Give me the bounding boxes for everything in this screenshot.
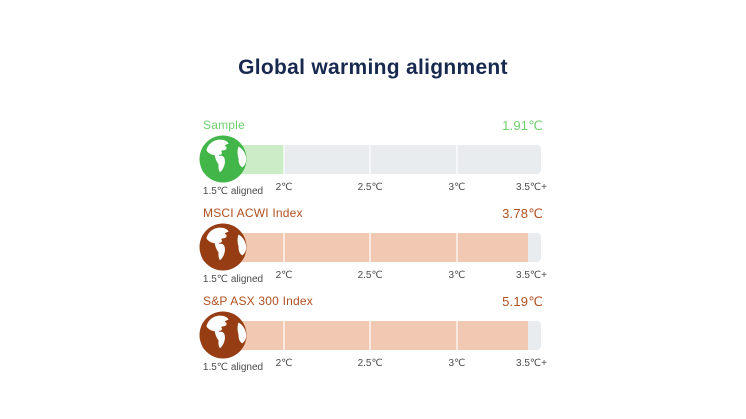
globe-icon <box>199 311 247 359</box>
tick-label: 2℃ <box>275 358 293 369</box>
globe-icon <box>199 135 247 183</box>
bar-fill <box>202 233 529 262</box>
tick-label: 3.5℃+ <box>516 182 547 193</box>
chart-row: S&P ASX 300 Index 5.19℃ 1.5℃ aligned 2℃ … <box>199 294 547 376</box>
segment-divider <box>369 233 372 262</box>
segment-divider <box>283 145 286 174</box>
segment-divider <box>369 145 372 174</box>
series-value: 1.91℃ <box>502 118 543 133</box>
tick-label: 2.5℃ <box>357 270 383 281</box>
tick-label-aligned: 1.5℃ aligned <box>202 186 264 197</box>
segment-divider <box>455 145 458 174</box>
tick-label: 3℃ <box>448 182 466 193</box>
tick-label: 2.5℃ <box>357 358 383 369</box>
series-value: 3.78℃ <box>502 206 543 221</box>
tick-label: 2.5℃ <box>357 182 383 193</box>
warming-alignment-chart: Sample 1.91℃ 1.5℃ aligned 2℃ 2.5℃ 3℃ 3 <box>199 118 547 388</box>
tick-label: 2℃ <box>275 182 293 193</box>
segment-divider <box>283 233 286 262</box>
temperature-bar <box>202 145 541 174</box>
series-name: Sample <box>203 118 245 132</box>
series-name: MSCI ACWI Index <box>203 206 303 220</box>
segment-divider <box>369 321 372 350</box>
segment-divider <box>455 321 458 350</box>
tick-label-aligned: 1.5℃ aligned <box>202 274 264 285</box>
series-value: 5.19℃ <box>502 294 543 309</box>
bar-fill <box>202 321 529 350</box>
page-title: Global warming alignment <box>238 56 508 79</box>
tick-label: 2℃ <box>275 270 293 281</box>
tick-label: 3.5℃+ <box>516 270 547 281</box>
chart-row: Sample 1.91℃ 1.5℃ aligned 2℃ 2.5℃ 3℃ 3 <box>199 118 547 200</box>
chart-row: MSCI ACWI Index 3.78℃ 1.5℃ aligned 2℃ 2.… <box>199 206 547 288</box>
tick-label: 3.5℃+ <box>516 358 547 369</box>
series-name: S&P ASX 300 Index <box>203 294 313 308</box>
globe-icon <box>199 223 247 271</box>
segment-divider <box>455 233 458 262</box>
temperature-bar <box>202 233 541 262</box>
temperature-bar <box>202 321 541 350</box>
tick-label: 3℃ <box>448 358 466 369</box>
segment-divider <box>283 321 286 350</box>
tick-label-aligned: 1.5℃ aligned <box>202 362 264 373</box>
tick-label: 3℃ <box>448 270 466 281</box>
